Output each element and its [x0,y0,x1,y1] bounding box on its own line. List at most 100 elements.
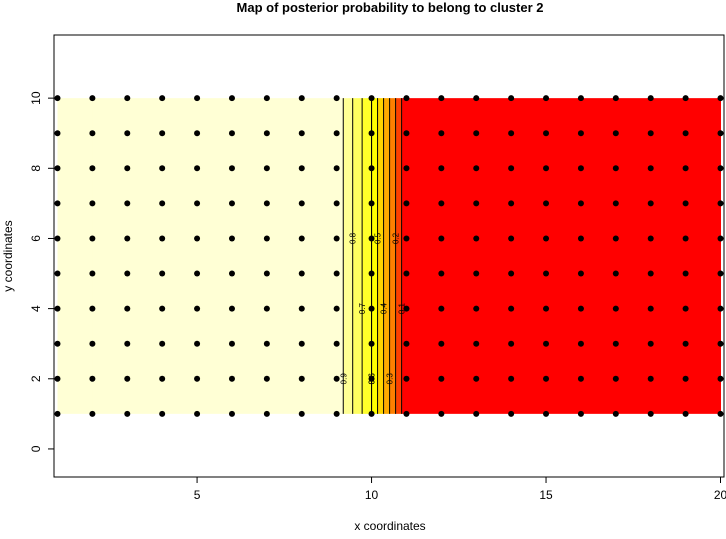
grid-point [612,130,619,137]
grid-point [298,270,305,277]
grid-point [403,165,410,172]
grid-point [228,200,235,207]
contour-band [231,98,268,414]
grid-point [194,200,201,207]
grid-point [647,165,654,172]
grid-point [717,410,724,417]
grid-point [438,305,445,312]
contour-band [685,98,722,414]
grid-point [682,270,689,277]
grid-point [577,305,584,312]
grid-point [89,375,96,382]
grid-point [577,375,584,382]
grid-point [263,375,270,382]
contour-label: 0.7 [358,303,367,315]
grid-point [263,305,270,312]
grid-point [54,270,61,277]
grid-point [577,130,584,137]
grid-point [438,95,445,102]
grid-point [543,95,550,102]
grid-point [263,130,270,137]
contour-band [197,98,233,414]
grid-point [682,95,689,102]
grid-point [194,130,201,137]
grid-point [159,410,166,417]
grid-point [228,165,235,172]
grid-point [333,375,340,382]
grid-point [228,235,235,242]
grid-point [717,305,724,312]
grid-point [577,340,584,347]
contour-band [162,98,198,414]
grid-point [682,305,689,312]
grid-point [194,410,201,417]
grid-point [368,410,375,417]
grid-point [159,95,166,102]
grid-point [368,305,375,312]
grid-point [508,270,515,277]
grid-point [438,270,445,277]
grid-point [194,95,201,102]
grid-point [194,165,201,172]
grid-point [89,270,96,277]
grid-point [54,340,61,347]
contour-band [406,98,442,414]
grid-point [228,375,235,382]
grid-point [543,235,550,242]
grid-point [263,410,270,417]
grid-point [89,165,96,172]
contour-label: 0.5 [374,232,383,244]
grid-point [717,270,724,277]
grid-point [473,340,480,347]
grid-point [647,340,654,347]
grid-point [612,340,619,347]
x-tick-label: 20 [714,488,726,502]
grid-point [612,410,619,417]
grid-point [263,165,270,172]
grid-point [194,375,201,382]
grid-point [647,235,654,242]
y-tick-label: 8 [29,165,43,172]
grid-point [543,410,550,417]
grid-point [228,340,235,347]
contour-band [401,98,407,414]
grid-point [89,130,96,137]
grid-point [124,375,131,382]
grid-point [682,200,689,207]
grid-point [124,235,131,242]
grid-point [612,375,619,382]
grid-point [543,165,550,172]
x-tick-label: 10 [365,488,379,502]
grid-point [508,200,515,207]
grid-point [124,95,131,102]
grid-point [438,130,445,137]
grid-point [333,165,340,172]
grid-point [612,235,619,242]
grid-point [124,270,131,277]
grid-point [717,200,724,207]
grid-point [612,270,619,277]
grid-point [577,95,584,102]
grid-point [717,340,724,347]
grid-point [298,375,305,382]
grid-point [54,95,61,102]
grid-point [159,165,166,172]
grid-point [159,130,166,137]
grid-point [298,200,305,207]
grid-point [368,375,375,382]
grid-point [647,130,654,137]
grid-point [298,410,305,417]
grid-point [647,410,654,417]
y-tick-label: 0 [29,445,43,452]
contour-band [511,98,547,414]
grid-point [682,235,689,242]
y-tick-label: 6 [29,235,43,242]
grid-point [403,305,410,312]
grid-point [298,235,305,242]
x-tick-label: 15 [539,488,553,502]
contour-band [441,98,477,414]
grid-point [368,130,375,137]
grid-point [333,200,340,207]
grid-point [682,410,689,417]
